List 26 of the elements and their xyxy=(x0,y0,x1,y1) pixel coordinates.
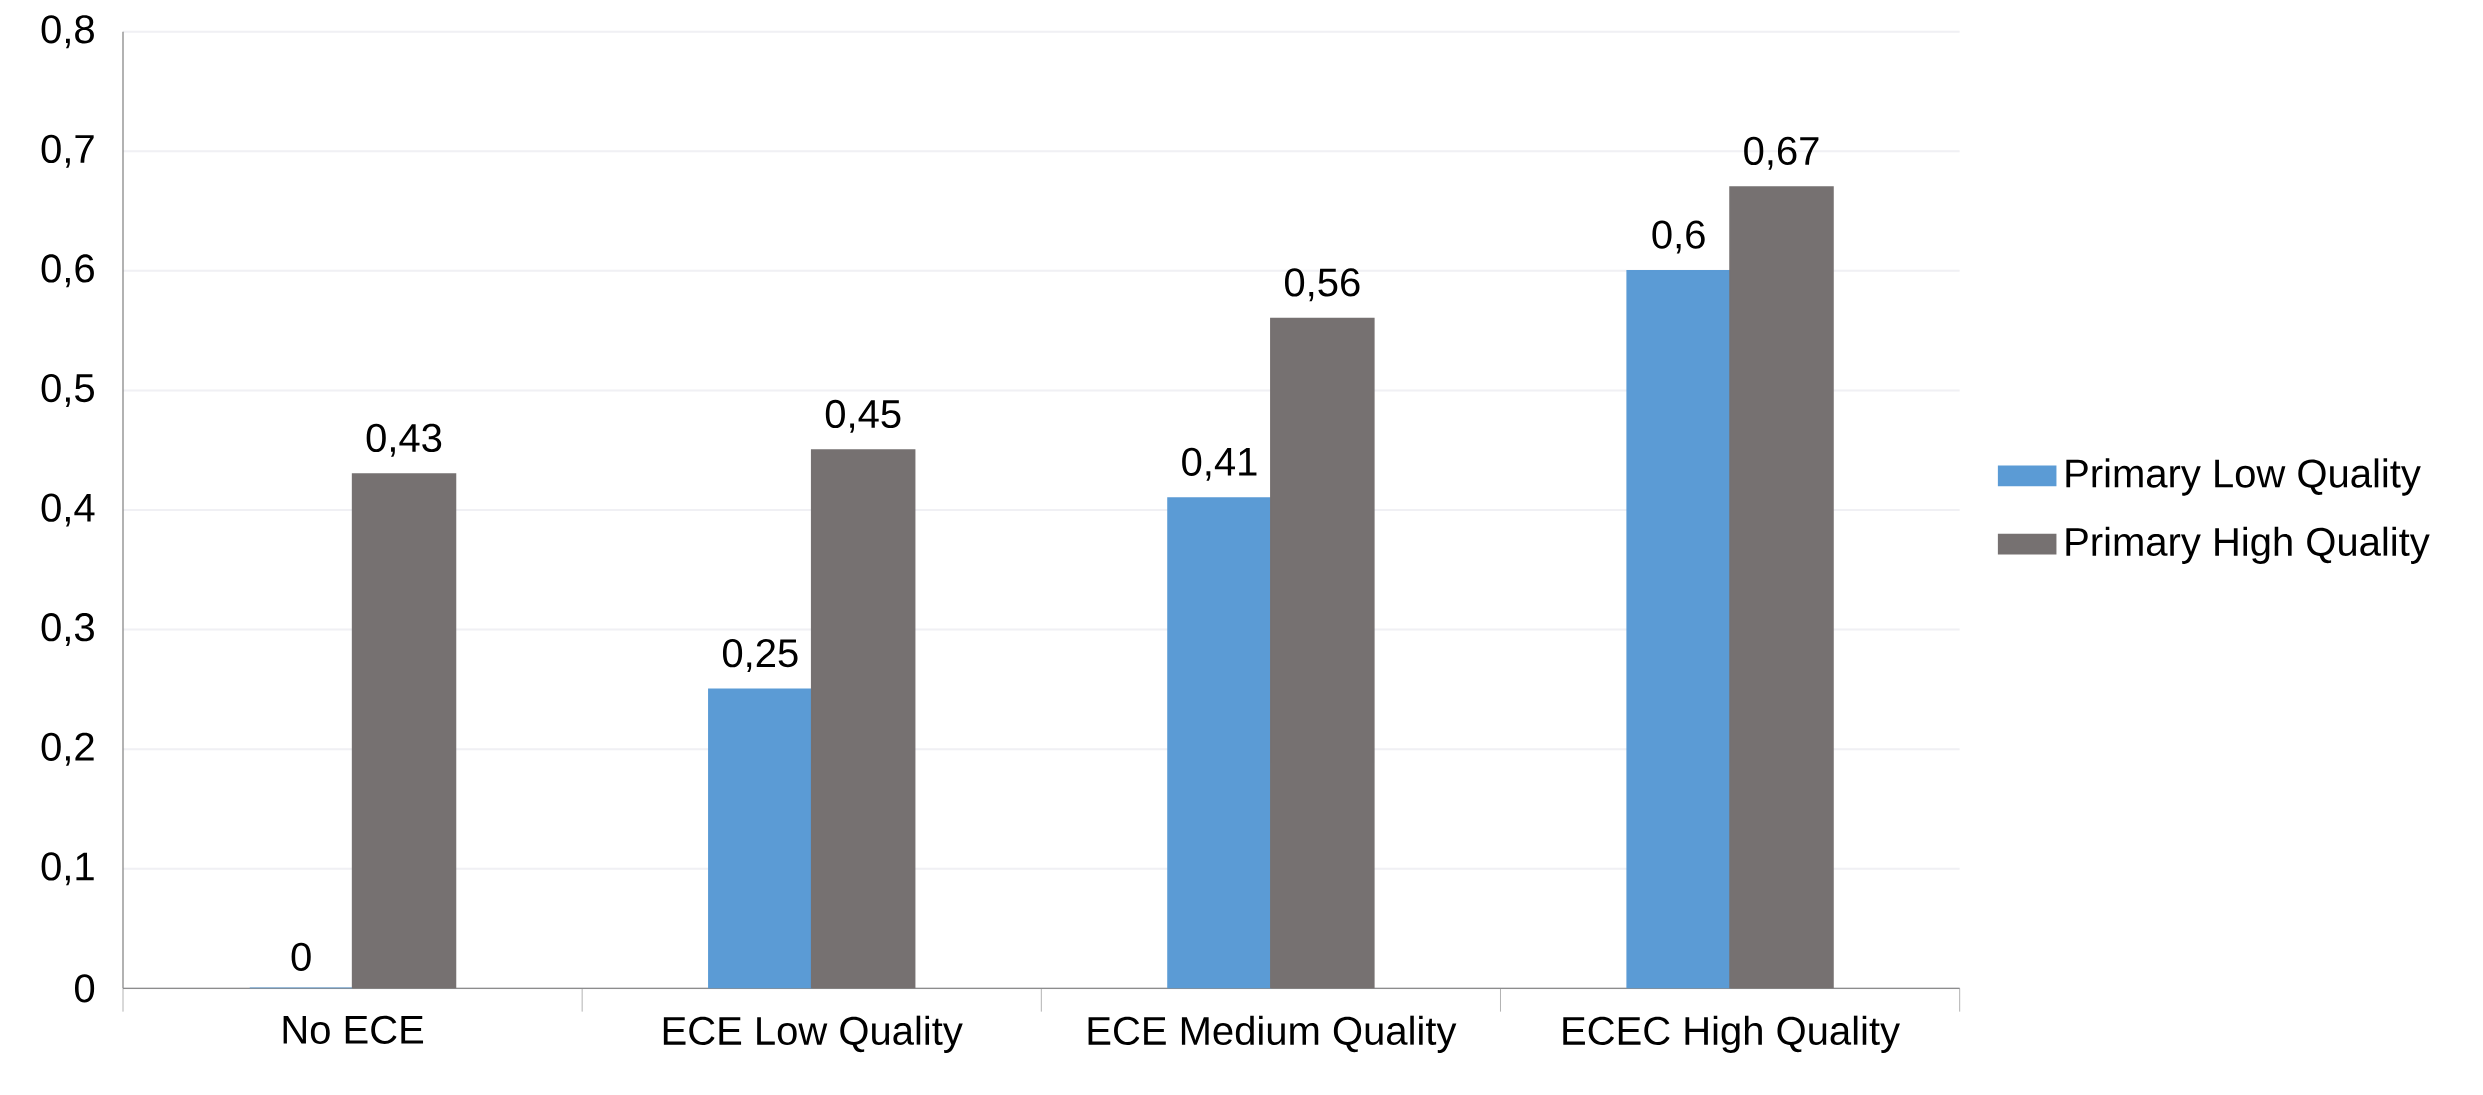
legend-label: Primary High Quality xyxy=(2066,526,2430,564)
x-tick-label: ECE Medium Quality xyxy=(1088,1015,1457,1053)
data-label: 0,6 xyxy=(1652,220,1705,254)
bar xyxy=(1626,269,1731,989)
bar xyxy=(708,688,813,989)
bar xyxy=(1167,497,1272,989)
data-label: 0,43 xyxy=(366,423,442,457)
y-tick-label: 0,2 xyxy=(41,732,94,766)
data-label: 0,67 xyxy=(1744,136,1819,170)
y-tick-label: 0,4 xyxy=(41,493,95,527)
data-label: 0,56 xyxy=(1284,268,1360,302)
x-tick-label: ECE Low Quality xyxy=(663,1015,963,1053)
y-tick-label: 0,1 xyxy=(41,852,94,886)
y-tick-label: 0,8 xyxy=(41,15,94,49)
y-tick-label: 0,3 xyxy=(41,613,94,647)
data-label: 0 xyxy=(291,942,311,971)
y-tick-label: 0,5 xyxy=(41,373,94,407)
x-tick-label: No ECE xyxy=(283,1015,424,1044)
data-label: 0,41 xyxy=(1182,447,1257,481)
x-tick-label: ECEC High Quality xyxy=(1563,1015,1900,1053)
data-label: 0,45 xyxy=(825,399,901,433)
y-tick-label: 0,7 xyxy=(41,134,94,168)
legend-label: Primary Low Quality xyxy=(2066,458,2421,496)
y-tick-label: 0 xyxy=(74,974,95,1003)
y-tick-label: 0,6 xyxy=(41,254,94,288)
data-label: 0,25 xyxy=(722,638,798,673)
